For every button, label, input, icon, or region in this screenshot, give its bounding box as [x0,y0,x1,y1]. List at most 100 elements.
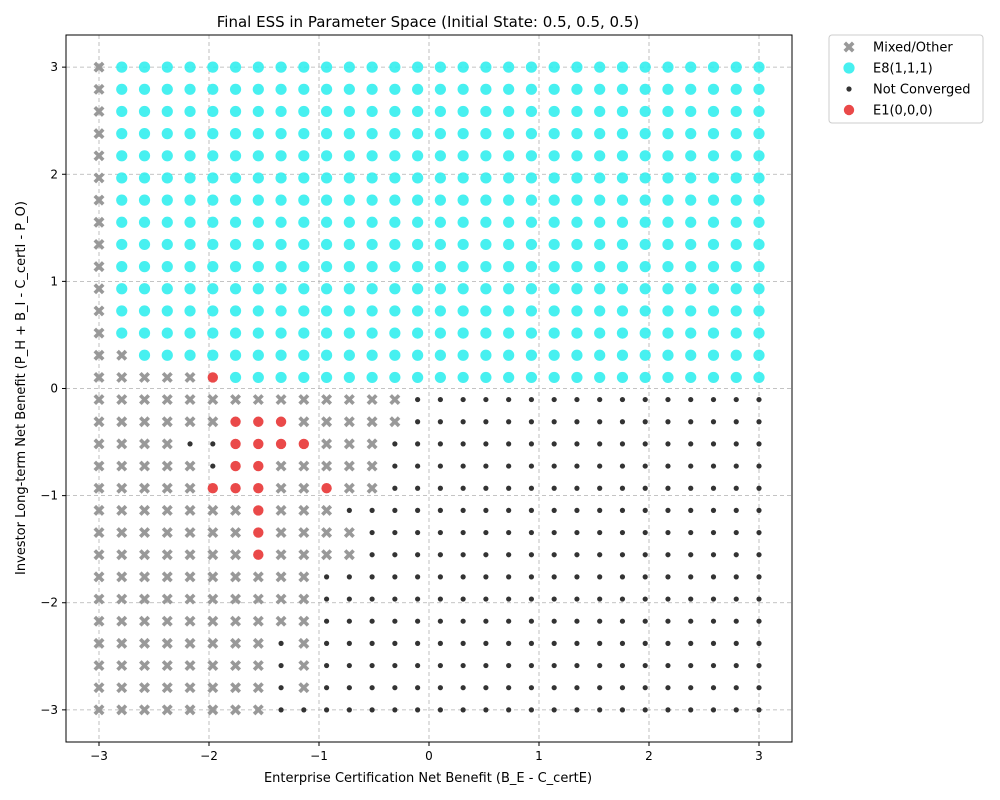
point-e8 [548,83,560,95]
point-mixed-other-stroke [207,504,219,516]
point-e8 [525,172,538,184]
point-e8 [161,238,173,251]
axis-ticks: −3 −2 −1 0 1 2 3 −3 −2 −1 0 1 2 3 [40,60,763,763]
point-e8 [343,61,355,73]
point-not-converged [665,419,671,425]
point-e8 [229,150,242,162]
point-not-converged [437,574,443,580]
point-not-converged [460,662,466,669]
point-e8 [730,349,742,361]
point-mixed-other-stroke [161,460,173,472]
point-e8 [275,128,287,140]
point-mixed-other-stroke [93,216,105,228]
point-e8 [275,283,287,295]
point-e8 [571,371,583,384]
point-mixed-other-stroke [298,394,310,406]
point-not-converged [733,707,739,713]
point-mixed-other-stroke [184,416,196,428]
point-e8 [525,283,538,295]
point-mixed-other-stroke [161,482,173,494]
point-not-converged [528,463,535,469]
point-not-converged [437,618,443,624]
point-not-converged [301,707,307,713]
point-e8 [229,238,242,251]
point-e8 [639,371,651,384]
point-e8 [412,305,424,317]
point-mixed-other-stroke [161,394,173,406]
point-not-converged [528,419,535,425]
point-not-converged [597,662,603,669]
point-not-converged [551,396,557,403]
point-not-converged [369,618,375,624]
y-tick-label: 0 [50,382,58,396]
point-e8 [389,261,401,273]
point-e8 [480,327,492,339]
point-not-converged [642,485,648,491]
point-e8 [275,105,287,118]
point-not-converged [323,707,330,713]
legend: Mixed/Other E8(1,1,1) Not Converged E1(0,0,… [828,34,984,124]
point-not-converged [688,596,694,602]
point-mixed-other-stroke [161,637,173,649]
point-e8 [229,327,242,339]
point-mixed-other-stroke [343,482,355,494]
point-mixed-other-stroke [93,593,105,605]
point-mixed-other-stroke [275,482,287,494]
point-e8 [707,238,720,251]
point-mixed-other-stroke [252,704,264,716]
point-not-converged [756,419,762,425]
point-e8 [252,349,264,361]
point-e8 [480,283,492,295]
point-e8 [320,283,333,295]
point-mixed-other-stroke [116,394,128,406]
point-e1 [275,416,287,427]
point-mixed-other-stroke [298,637,310,649]
point-e8 [571,105,583,118]
point-mixed-other-stroke [93,283,105,295]
y-tick-label: 3 [50,60,58,74]
point-mixed-other-stroke [161,704,173,716]
point-not-converged [437,419,443,425]
point-e8 [707,327,720,339]
point-e8 [685,105,697,118]
point-not-converged [551,485,557,491]
point-e8 [571,172,583,184]
point-mixed-other-stroke [207,527,219,539]
point-not-converged [506,618,512,624]
point-e8 [298,150,310,162]
point-mixed-other-stroke [139,416,150,428]
point-e8 [548,105,560,118]
point-e8 [343,194,355,206]
legend-frame [828,34,984,124]
point-e8 [525,83,538,95]
point-e8 [138,194,151,206]
point-e8 [548,305,560,317]
point-e8 [480,150,492,162]
point-mixed-other-stroke [116,549,128,561]
point-e8 [343,238,355,251]
point-not-converged [710,463,717,469]
point-mixed-other-stroke [184,394,196,406]
point-e1 [230,438,241,450]
point-e8 [366,261,378,273]
x-axis-label: Enterprise Certification Net Benefit (B_… [264,771,592,786]
point-not-converged [506,396,512,403]
point-mixed-other-stroke [321,527,333,539]
point-e8 [639,238,651,251]
point-e8 [275,327,287,339]
point-e8 [138,61,151,73]
point-e8 [412,128,424,140]
point-e8 [252,283,264,295]
point-not-converged [574,552,580,558]
point-e8 [138,305,151,317]
point-not-converged [483,640,489,646]
y-tick-label: 2 [50,167,58,181]
point-not-converged [733,396,739,403]
point-e8 [161,150,173,162]
point-mixed-other-stroke [93,704,105,716]
point-not-converged [710,574,717,580]
point-e8 [229,371,242,384]
point-e8 [161,216,173,228]
point-not-converged [460,685,466,691]
point-not-converged [323,596,330,602]
